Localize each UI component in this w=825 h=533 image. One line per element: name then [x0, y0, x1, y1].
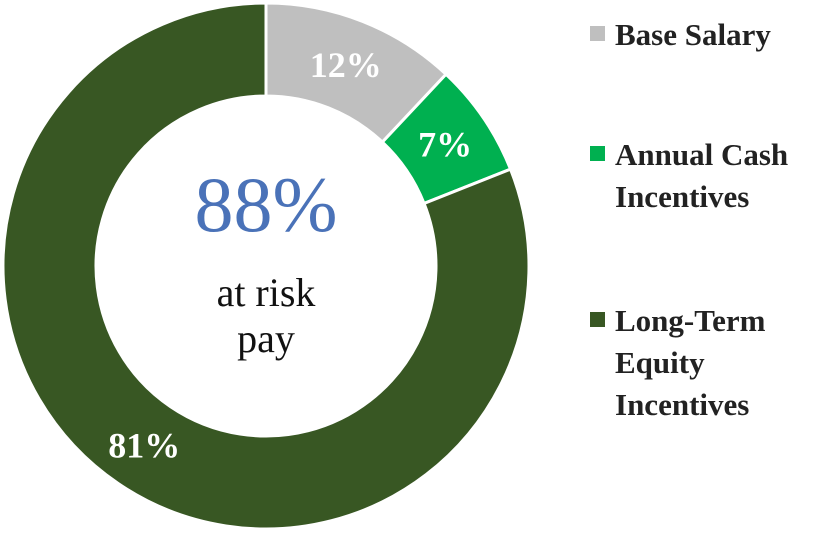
legend-item: Long-Term Equity Incentives: [590, 300, 820, 426]
legend-item: Annual Cash Incentives: [590, 134, 820, 218]
slice-label: 12%: [310, 45, 382, 85]
legend-swatch: [590, 312, 605, 327]
legend-swatch: [590, 146, 605, 161]
legend-swatch: [590, 26, 605, 41]
slice-label: 7%: [418, 125, 472, 165]
slice-label: 81%: [108, 425, 180, 465]
center-text: at risk pay: [216, 270, 316, 361]
legend-label: Annual Cash Incentives: [615, 137, 789, 214]
legend-label: Base Salary: [615, 17, 771, 52]
donut-slice: [1, 1, 531, 531]
legend-label: Long-Term Equity Incentives: [615, 303, 766, 422]
center-value: 88%: [194, 161, 338, 248]
legend-item: Base Salary: [590, 14, 820, 56]
